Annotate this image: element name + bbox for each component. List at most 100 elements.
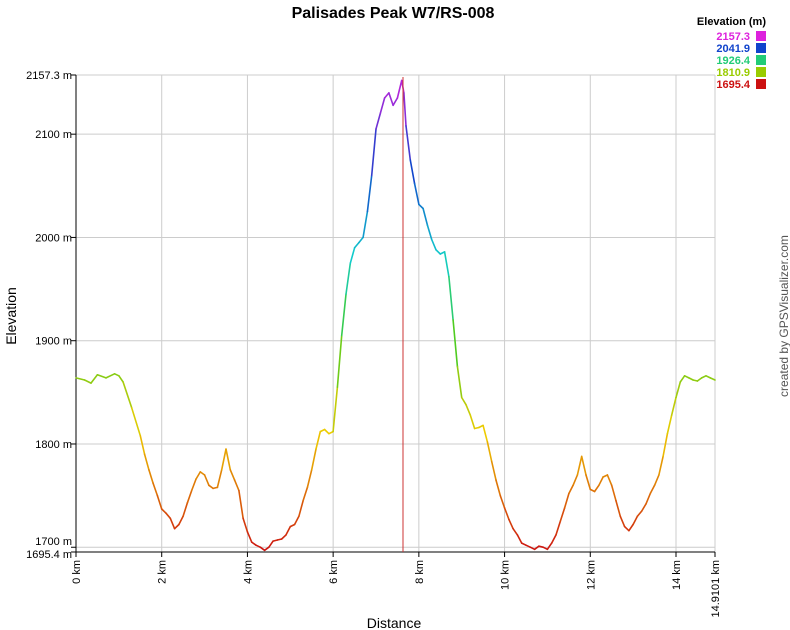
series-segment [105, 372, 116, 379]
series-line [75, 79, 716, 552]
series-segment [383, 92, 390, 99]
series-segment [225, 448, 232, 471]
series-segment [679, 374, 686, 383]
legend-entry-label: 1810.9 [716, 67, 750, 79]
series-segment [448, 275, 454, 321]
series-segment [220, 448, 227, 471]
series-segment [263, 546, 270, 552]
series-segment [280, 534, 287, 540]
y-tick-label: 1800 m [35, 439, 72, 451]
series-segment [623, 525, 630, 532]
series-segment [533, 545, 540, 551]
series-segment [139, 434, 146, 456]
series-segment [152, 482, 159, 497]
series-segment [508, 518, 514, 530]
series-segment [259, 546, 266, 552]
series-segment [143, 453, 150, 471]
series-segment [323, 428, 330, 435]
series-segment [216, 468, 223, 489]
x-tick-label: 8 km [414, 560, 426, 584]
series-segment [96, 373, 107, 379]
series-segment [156, 494, 163, 510]
series-segment [610, 484, 617, 502]
series-segment [233, 479, 240, 492]
series-segment [353, 241, 360, 249]
series-segment [195, 471, 202, 480]
series-segment [332, 386, 339, 433]
series-segment [640, 503, 647, 512]
series-segment [615, 499, 622, 518]
series-segment [658, 455, 664, 476]
series-segment [572, 474, 579, 487]
credit-text: created by GPSVisualizer.com [777, 235, 790, 397]
series-segment [413, 182, 420, 206]
series-segment [208, 484, 214, 490]
series-segment [315, 430, 322, 450]
series-segment [238, 489, 244, 520]
series-segment [645, 492, 652, 505]
series-segment [653, 474, 660, 487]
series-segment [396, 79, 403, 99]
series-segment [190, 478, 197, 492]
legend-swatch [756, 67, 766, 77]
series-segment [165, 512, 172, 520]
x-tick-label: 14 km [671, 560, 683, 590]
x-tick-label: 10 km [500, 560, 512, 590]
y-tick-label: 2000 m [35, 232, 72, 244]
legend-entry-label: 1695.4 [716, 79, 751, 91]
series-segment [585, 474, 592, 491]
chart-title: Palisades Peak W7/RS-008 [292, 5, 495, 22]
grid-lines [75, 74, 716, 553]
series-segment [490, 460, 497, 481]
series-segment [370, 128, 377, 177]
series-segment [563, 492, 570, 509]
series-segment [340, 293, 347, 337]
series-segment [486, 441, 493, 463]
series-segment [178, 515, 184, 526]
series-segment [469, 414, 476, 430]
series-segment [576, 455, 583, 476]
x-tick-labels: 0 km 2 km 4 km 6 km 8 km 10 km 12 km 14 km 14.91… [71, 560, 722, 617]
series-segment [430, 238, 437, 251]
series-segment [649, 484, 656, 495]
series-segment [246, 530, 253, 543]
series-segment [422, 207, 429, 226]
series-segment [306, 468, 313, 489]
legend-entry-label: 2041.9 [716, 43, 750, 55]
series-segment [443, 251, 450, 278]
series-segment [403, 92, 407, 127]
series-segment [516, 534, 523, 544]
series-segment [336, 334, 343, 389]
series-segment [268, 540, 274, 549]
series-segment [250, 541, 257, 547]
series-segment [619, 515, 626, 528]
legend-entry-label: 1926.4 [716, 55, 751, 67]
series-segment [409, 159, 416, 185]
y-tick-label: 1900 m [35, 336, 72, 348]
series-segment [546, 542, 553, 551]
x-tick-label: 6 km [328, 560, 340, 584]
series-segment [182, 501, 189, 518]
series-segment [349, 247, 356, 265]
series-segment [512, 527, 519, 536]
series-segment [173, 523, 180, 530]
legend-swatch [756, 79, 766, 89]
series-segment [606, 474, 613, 487]
series-segment [160, 508, 167, 515]
series-segment [362, 210, 369, 239]
legend-swatch [756, 43, 766, 53]
series-segment [456, 365, 463, 399]
x-tick-label: 12 km [585, 560, 597, 590]
series-segment [83, 379, 92, 384]
series-segment [229, 468, 236, 481]
series-segment [375, 112, 382, 130]
series-segment [345, 262, 352, 296]
y-tick-label: 1695.4 m [26, 549, 72, 561]
series-segment [482, 424, 489, 443]
series-segment [670, 396, 677, 416]
series-segment [696, 377, 703, 382]
series-segment [405, 125, 412, 161]
y-tick-label: 1700 m [35, 536, 72, 548]
legend-swatch [756, 55, 766, 65]
series-segment [366, 174, 373, 213]
